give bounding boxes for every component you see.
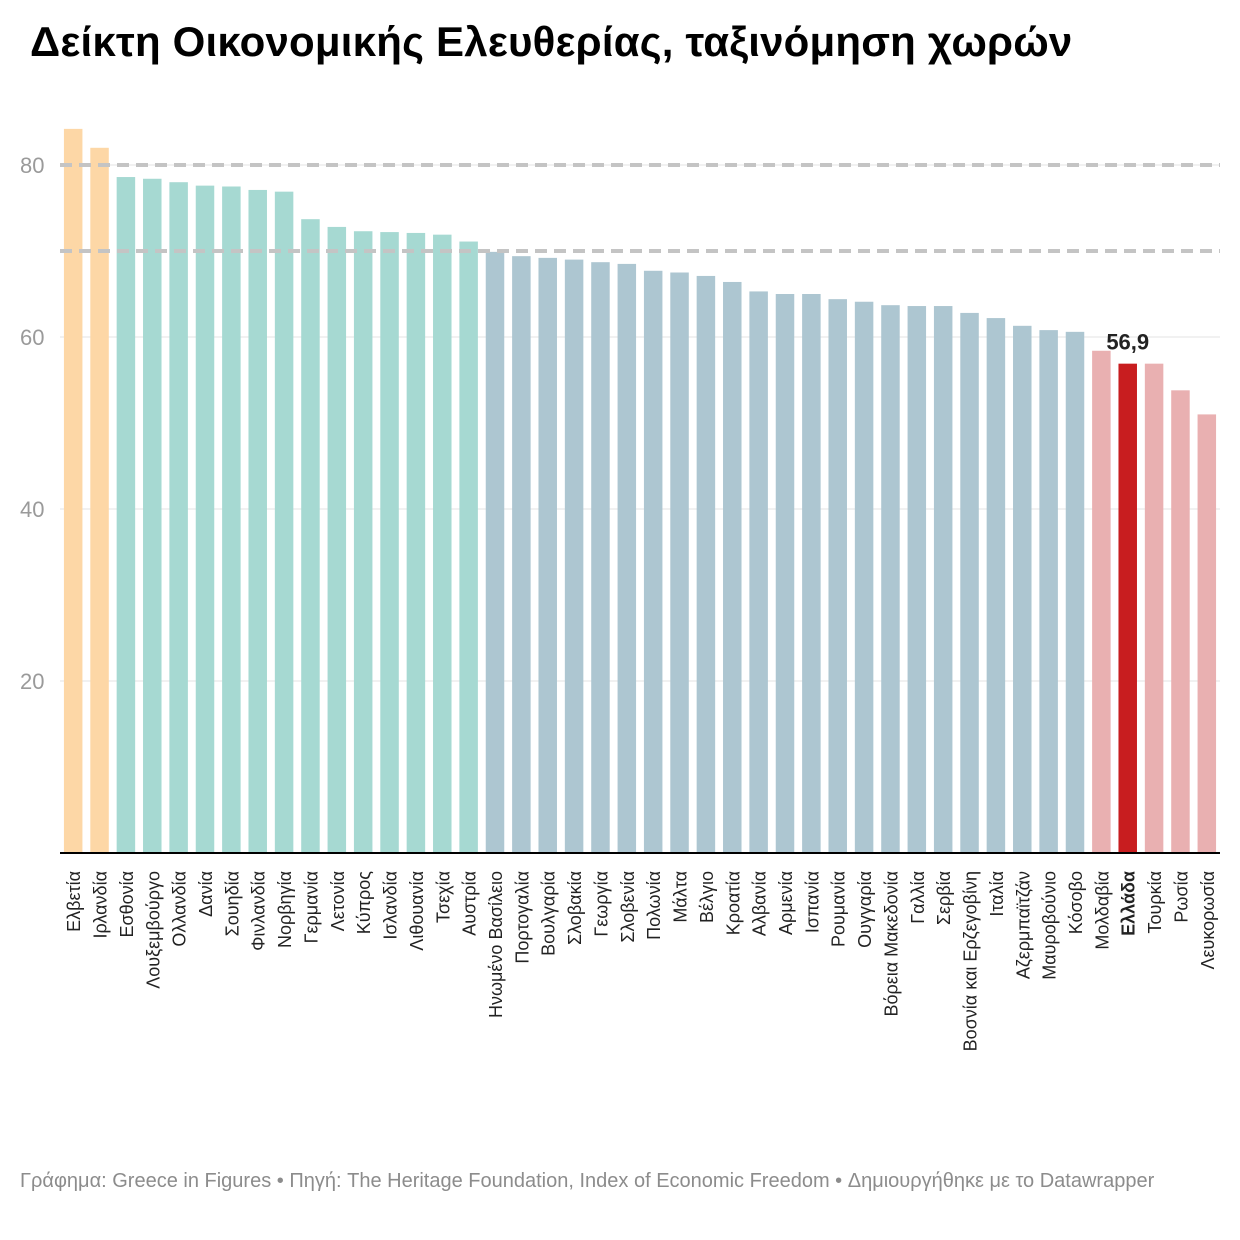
bar [643,270,663,853]
bar [143,178,162,853]
x-tick-label: Αζερμπαϊτζάν [1013,871,1033,979]
x-tick-label: Αλβανία [750,871,770,936]
x-tick-label: Δανία [196,871,216,917]
x-tick-label: Βόρεια Μακεδονία [881,871,901,1017]
bar [538,257,557,853]
x-tick-label: Μαυροβούνιο [1040,871,1060,980]
x-tick-label: Λουξεμβούργο [143,871,163,989]
x-tick-label: Βουλγαρία [539,871,559,956]
bar [933,306,953,853]
bar [1171,390,1190,853]
x-tick-label: Πολωνία [644,871,664,940]
x-tick-label: Λιθουανία [407,871,427,951]
bar [802,294,821,853]
x-tick-label: Γαλλία [908,871,928,924]
bar [1039,330,1058,853]
x-tick-label: Ισλανδία [381,871,401,940]
bar [222,186,241,853]
bar [1118,363,1137,853]
x-tick-label: Λετονία [328,871,348,931]
bar [353,231,373,854]
y-tick-label: 20 [20,669,44,694]
bar [512,256,531,853]
x-tick-label: Ουγγαρία [855,871,875,948]
x-tick-label: Ρουμανία [829,871,849,947]
x-tick-label: Πορτογαλία [512,871,532,964]
chart-footer: Γράφημα: Greece in Figures • Πηγή: The H… [20,1170,1155,1192]
bar [274,191,294,853]
bar [775,294,795,853]
bar [327,226,347,854]
bar [63,128,83,853]
bar [169,182,188,853]
bar [591,262,610,853]
bar [881,305,900,853]
x-tick-label: Βοσνία και Ερζεγοβίνη [961,871,981,1051]
x-tick-label: Φινλανδία [249,871,269,951]
bar [1144,363,1164,853]
bar [907,306,927,853]
bar [696,275,716,853]
x-tick-label: Τσεχία [433,871,453,923]
x-tick-label: Μάλτα [671,871,691,923]
bar [406,232,426,853]
bar [380,232,399,853]
x-tick-label: Νορβηγία [275,871,295,948]
x-tick-label: Αρμενία [776,871,796,935]
bar [986,318,1006,854]
x-tick-label: Ηνωμένο Βασίλειο [486,871,506,1018]
x-tick-label: Εσθονία [117,871,137,938]
bar [854,301,874,853]
x-tick-label: Ιταλία [987,871,1007,917]
x-tick-label: Ελβετία [64,871,84,932]
bar [828,299,847,853]
y-tick-label: 40 [20,497,44,522]
x-tick-label: Σλοβενία [618,871,638,943]
x-tick-label: Ιρλανδία [91,871,111,938]
bar [670,272,689,853]
bar [564,259,584,854]
y-tick-label: 80 [20,153,44,178]
x-tick-label: Λευκορωσία [1198,871,1218,970]
bar-chart: 20 40 60 80 Ελβετία Ιρλανδία Εσθονία Λουξεμβούρ… [20,128,1220,1051]
y-tick-label: 60 [20,325,44,350]
bar [723,281,742,854]
bar [1197,414,1217,853]
x-tick-label: Βέλγιο [697,871,717,923]
x-tick-label: Σερβία [934,871,954,925]
x-tick-label: Ολλανδία [170,871,190,947]
bar [248,189,267,853]
x-tick-label: Ελλάδα [1119,871,1139,936]
bar [617,263,637,853]
bar [301,219,320,853]
highlight-value-label: 56,9 [1106,330,1149,355]
x-tick-label: Κύπρος [354,871,374,935]
bar [485,251,505,854]
bar [749,291,768,853]
x-tick-label: Γεωργία [591,871,611,937]
bar [1092,350,1111,853]
x-tick-label: Μολδαβία [1092,871,1112,950]
x-tick-label: Ρωσία [1171,871,1191,923]
x-tick-label: Σλοβακία [565,871,585,945]
x-tick-label: Κόσοβο [1066,871,1086,934]
bar [960,312,979,853]
bar [459,241,478,854]
x-tick-label: Σουηδία [222,871,242,936]
x-tick-label: Κροατία [723,871,743,935]
bar [1013,325,1032,853]
bar [90,147,109,854]
chart-title: Δείκτη Οικονομικής Ελευθερίας, ταξινόμησ… [30,18,1073,65]
bar [433,234,452,853]
bar [195,185,215,853]
bar [1065,331,1085,854]
bar [116,177,136,854]
x-tick-label: Τουρκία [1145,871,1165,934]
x-tick-label: Γερμανία [301,871,321,943]
x-tick-label: Αυστρία [460,871,480,936]
x-tick-label: Ισπανία [802,871,822,933]
